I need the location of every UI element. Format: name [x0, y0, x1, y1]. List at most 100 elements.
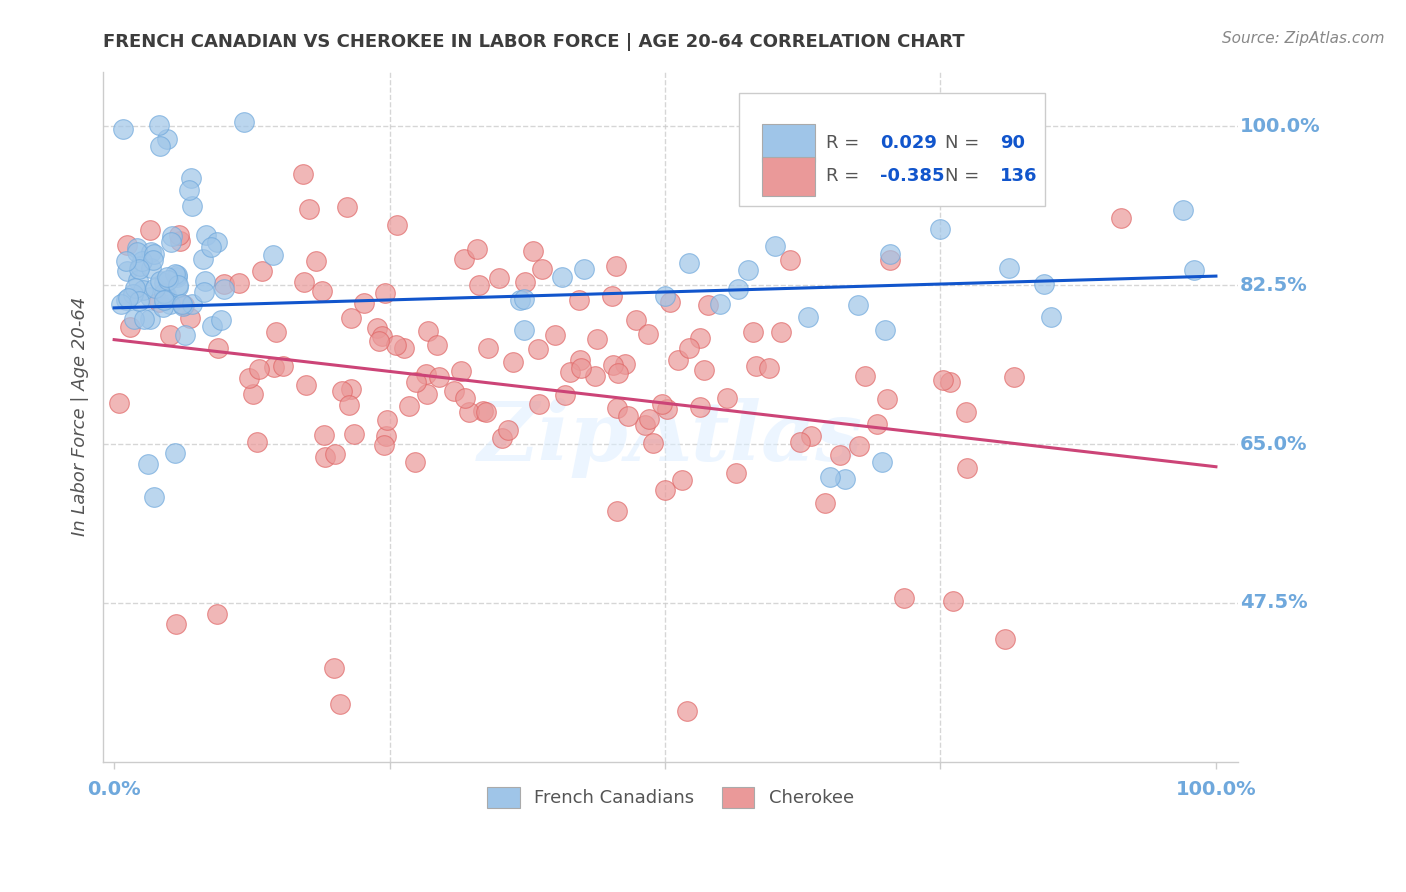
Point	[745, 359, 768, 373]
FancyBboxPatch shape	[762, 124, 814, 162]
Point	[709, 296, 731, 310]
Point	[942, 594, 965, 608]
Point	[262, 248, 284, 262]
Point	[558, 366, 581, 380]
Y-axis label: In Labor Force | Age 20-64: In Labor Force | Age 20-64	[72, 297, 89, 536]
Point	[855, 369, 877, 384]
Point	[427, 370, 450, 384]
Point	[678, 341, 700, 355]
Text: R =: R =	[825, 134, 865, 152]
Point	[1032, 277, 1054, 291]
Point	[1171, 203, 1194, 218]
Point	[131, 283, 153, 297]
Point	[866, 417, 889, 431]
Point	[139, 245, 162, 260]
Legend: French Canadians, Cherokee: French Canadians, Cherokee	[481, 780, 860, 814]
Point	[994, 632, 1017, 646]
Point	[569, 352, 592, 367]
Point	[1182, 263, 1205, 277]
Point	[583, 369, 606, 384]
Point	[368, 334, 391, 349]
Point	[153, 293, 176, 308]
Point	[374, 285, 396, 300]
Point	[554, 387, 576, 401]
Point	[551, 270, 574, 285]
Point	[339, 311, 361, 326]
Point	[194, 274, 217, 288]
Point	[375, 428, 398, 442]
Text: FRENCH CANADIAN VS CHEROKEE IN LABOR FORCE | AGE 20-64 CORRELATION CHART: FRENCH CANADIAN VS CHEROKEE IN LABOR FOR…	[103, 33, 965, 51]
Point	[263, 360, 285, 375]
Text: -0.385: -0.385	[880, 167, 945, 186]
Point	[569, 361, 592, 376]
Text: 90: 90	[1000, 134, 1025, 152]
Point	[543, 328, 565, 343]
Point	[117, 291, 139, 305]
Point	[474, 405, 496, 419]
Text: 47.5%: 47.5%	[1240, 593, 1308, 613]
Point	[512, 323, 534, 337]
Point	[212, 277, 235, 292]
Point	[585, 332, 607, 346]
Point	[638, 412, 661, 426]
Point	[311, 284, 333, 298]
Text: 82.5%: 82.5%	[1240, 276, 1308, 294]
Point	[159, 297, 181, 311]
Point	[115, 253, 138, 268]
Point	[323, 447, 346, 461]
Point	[828, 449, 851, 463]
Point	[292, 167, 315, 181]
Point	[651, 397, 673, 411]
Point	[605, 260, 627, 274]
Point	[929, 222, 952, 236]
Point	[458, 405, 481, 419]
Point	[247, 362, 270, 376]
Point	[142, 490, 165, 504]
Point	[515, 275, 537, 289]
Point	[232, 115, 254, 129]
Point	[675, 704, 697, 718]
Point	[108, 396, 131, 410]
Point	[955, 405, 977, 419]
Point	[416, 387, 439, 401]
Point	[416, 324, 439, 338]
Text: Source: ZipAtlas.com: Source: ZipAtlas.com	[1222, 31, 1385, 46]
Point	[207, 342, 229, 356]
Point	[181, 296, 204, 310]
Point	[139, 290, 162, 304]
Point	[488, 271, 510, 285]
Point	[654, 289, 676, 303]
Point	[121, 287, 143, 301]
Point	[531, 261, 554, 276]
Point	[111, 122, 134, 136]
Point	[491, 431, 513, 445]
Point	[727, 282, 749, 296]
Point	[314, 450, 336, 464]
Point	[273, 359, 295, 373]
Point	[392, 341, 415, 355]
Point	[789, 435, 811, 450]
Point	[212, 282, 235, 296]
Point	[443, 384, 465, 399]
Point	[209, 313, 232, 327]
Point	[398, 399, 420, 413]
Point	[527, 342, 550, 356]
FancyBboxPatch shape	[738, 93, 1045, 206]
Point	[671, 473, 693, 487]
Text: 0.029: 0.029	[880, 134, 938, 152]
Point	[602, 358, 624, 372]
Point	[148, 294, 170, 309]
Point	[522, 244, 544, 259]
Point	[617, 409, 640, 424]
Point	[205, 607, 228, 621]
Point	[180, 171, 202, 186]
Point	[769, 325, 792, 339]
Point	[322, 661, 344, 675]
Point	[654, 483, 676, 497]
Point	[120, 320, 142, 334]
Point	[125, 245, 148, 260]
Point	[725, 466, 748, 480]
Point	[697, 298, 720, 312]
Point	[153, 276, 176, 290]
Point	[200, 240, 222, 254]
